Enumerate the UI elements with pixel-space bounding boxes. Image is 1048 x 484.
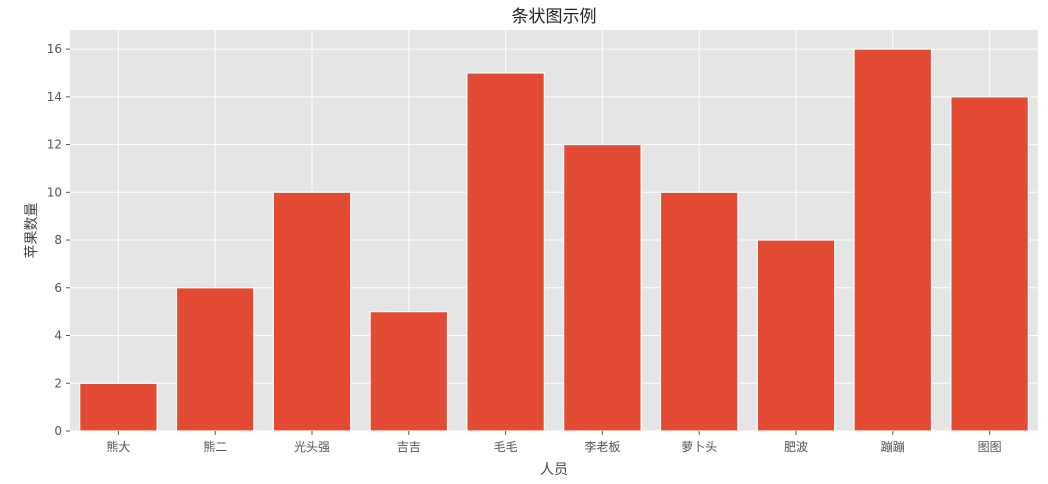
x-tick-label: 肥波 bbox=[784, 440, 808, 454]
bar bbox=[853, 48, 933, 432]
x-axis-label: 人员 bbox=[540, 462, 568, 478]
y-tick-label: 0 bbox=[54, 424, 62, 438]
x-tick-label: 光头强 bbox=[294, 440, 330, 454]
x-tick-label: 图图 bbox=[978, 440, 1002, 454]
y-tick-label: 2 bbox=[54, 376, 62, 390]
x-tick-label: 萝卜头 bbox=[681, 440, 717, 454]
y-axis-label: 苹果数量 bbox=[24, 203, 40, 259]
bar bbox=[79, 382, 158, 432]
y-tick-labels: 0 2 4 6 8 10 12 14 16 bbox=[47, 42, 70, 438]
x-tick-label: 蹦蹦 bbox=[881, 440, 905, 454]
bar bbox=[756, 239, 836, 432]
bar bbox=[950, 96, 1029, 432]
y-tick-label: 16 bbox=[47, 42, 62, 56]
chart-title: 条状图示例 bbox=[512, 7, 597, 27]
bars bbox=[79, 48, 1029, 432]
x-tick-label: 熊大 bbox=[106, 439, 130, 454]
bar bbox=[272, 191, 352, 432]
x-tick-label: 吉吉 bbox=[397, 440, 421, 454]
y-tick-label: 8 bbox=[54, 233, 62, 247]
y-tick-label: 12 bbox=[47, 138, 62, 152]
y-tick-label: 14 bbox=[47, 90, 62, 104]
x-tick-labels: 熊大 熊二 光头强 吉吉 毛毛 李老板 萝卜头 肥波 蹦蹦 图图 bbox=[106, 431, 1002, 454]
bar bbox=[175, 287, 255, 432]
y-tick-label: 6 bbox=[54, 281, 62, 295]
x-tick-label: 熊二 bbox=[203, 439, 227, 454]
y-tick-label: 4 bbox=[54, 329, 62, 343]
x-tick-label: 李老板 bbox=[584, 439, 620, 454]
x-tick-label: 毛毛 bbox=[494, 440, 518, 454]
bar bbox=[369, 311, 449, 432]
bar bbox=[659, 191, 739, 432]
bar bbox=[563, 143, 642, 432]
y-tick-label: 10 bbox=[47, 185, 62, 199]
bar bbox=[466, 72, 545, 432]
